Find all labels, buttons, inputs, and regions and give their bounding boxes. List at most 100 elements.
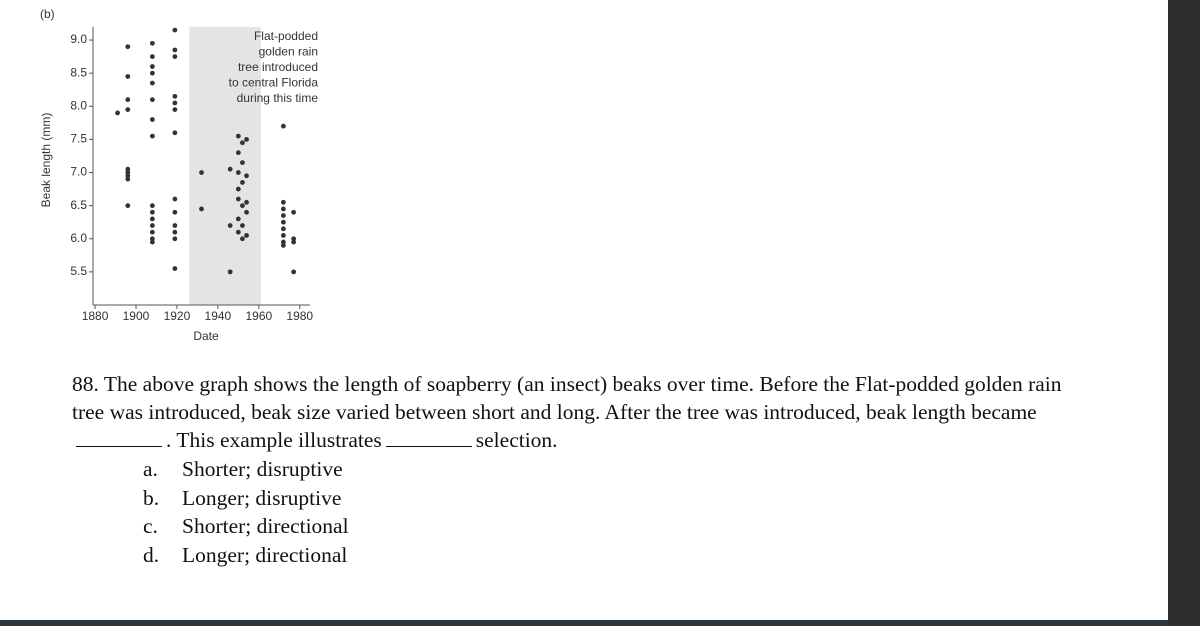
- data-point: [235, 150, 241, 156]
- data-point: [172, 236, 178, 242]
- annotation: tree introduced: [238, 60, 318, 74]
- option-text: Longer; disruptive: [182, 485, 342, 510]
- data-point: [172, 107, 178, 112]
- data-point: [149, 203, 155, 209]
- data-point: [149, 236, 155, 242]
- x-tick-label: 1880: [82, 309, 109, 323]
- annotation: during this time: [237, 91, 319, 105]
- annotation: to central Florida: [229, 76, 319, 90]
- data-point: [172, 27, 178, 33]
- data-point: [280, 242, 286, 248]
- data-point: [227, 166, 233, 172]
- data-point: [291, 236, 297, 242]
- data-point: [235, 170, 241, 175]
- x-tick-label: 1940: [205, 309, 232, 323]
- data-point: [244, 137, 249, 142]
- data-point: [172, 100, 178, 106]
- annotation: Flat-podded: [254, 29, 318, 43]
- y-axis-label: Beak length (mm): [39, 113, 53, 208]
- data-point: [291, 269, 297, 275]
- bottom-bar: [0, 620, 1168, 626]
- data-point: [240, 180, 245, 185]
- data-point: [115, 110, 120, 116]
- scrollbar-area: [1168, 0, 1200, 626]
- data-point: [235, 133, 241, 139]
- data-point: [172, 130, 178, 136]
- data-point: [149, 80, 155, 86]
- data-point: [149, 216, 155, 222]
- data-point: [172, 223, 178, 228]
- data-point: [280, 123, 286, 129]
- question-text: selection.: [475, 428, 558, 452]
- option: b. Longer; disruptive: [143, 484, 349, 513]
- option: c. Shorter; directional: [143, 512, 349, 541]
- x-tick-label: 1960: [245, 309, 272, 323]
- data-point: [240, 203, 245, 209]
- data-point: [244, 209, 249, 215]
- x-tick-label: 1980: [286, 309, 313, 323]
- data-point: [235, 196, 241, 202]
- x-axis-label: Date: [193, 329, 219, 343]
- data-point: [280, 213, 286, 218]
- blank: [385, 428, 472, 447]
- y-tick-label: 5.5: [70, 264, 87, 278]
- annotation: golden rain: [259, 45, 318, 59]
- data-point: [240, 236, 245, 242]
- data-point: [227, 223, 233, 228]
- data-point: [149, 117, 155, 122]
- x-tick-label: 1920: [164, 309, 191, 323]
- question-number: 88.: [72, 372, 99, 396]
- data-point: [235, 186, 241, 192]
- data-point: [227, 269, 233, 275]
- data-point: [149, 229, 155, 235]
- data-point: [172, 266, 178, 271]
- data-point: [280, 233, 286, 238]
- y-tick-label: 7.0: [70, 165, 87, 179]
- y-tick-label: 7.5: [70, 132, 87, 146]
- data-point: [240, 223, 245, 228]
- data-point: [125, 173, 131, 179]
- data-point: [199, 170, 204, 175]
- data-point: [149, 133, 155, 139]
- data-point: [125, 166, 131, 172]
- shaded-region: [189, 26, 261, 306]
- data-point: [149, 97, 155, 103]
- data-point: [125, 176, 131, 182]
- option: a. Shorter; disruptive: [143, 455, 349, 484]
- y-tick-label: 9.0: [70, 32, 87, 46]
- y-tick-label: 8.5: [70, 65, 87, 79]
- data-point: [149, 239, 155, 245]
- data-point: [244, 199, 249, 205]
- data-point: [172, 229, 178, 235]
- options: a. Shorter; disruptive b. Longer; disruptiv…: [143, 455, 349, 569]
- data-point: [244, 173, 249, 179]
- y-tick-label: 8.0: [70, 98, 87, 112]
- option-letter: a.: [143, 457, 158, 481]
- data-point: [149, 223, 155, 228]
- option-letter: b.: [143, 485, 160, 510]
- data-point: [125, 107, 131, 112]
- option-text: Shorter; directional: [182, 514, 349, 538]
- chart: (b) Beak length (mm) Date 5.5 6.0 6.5 7.0 7.…: [39, 7, 319, 343]
- data-point: [280, 226, 286, 232]
- data-point: [291, 209, 297, 215]
- data-point: [125, 203, 131, 209]
- data-point: [149, 70, 155, 76]
- option-text: Shorter; disruptive: [182, 457, 343, 481]
- option: d. Longer; directional: [143, 541, 349, 570]
- data-point: [280, 206, 286, 212]
- data-point: [125, 97, 131, 103]
- option-letter: c.: [143, 514, 158, 538]
- data-point: [280, 239, 286, 245]
- data-point: [149, 54, 155, 60]
- option-letter: d.: [143, 542, 160, 567]
- question-text: The above graph shows the length of soap…: [72, 372, 1062, 424]
- data-point: [172, 196, 178, 202]
- data-point: [172, 209, 178, 215]
- data-point: [149, 40, 155, 46]
- option-text: Longer; directional: [182, 542, 348, 567]
- data-point: [240, 160, 245, 165]
- data-point: [199, 206, 204, 212]
- data-point: [235, 229, 241, 235]
